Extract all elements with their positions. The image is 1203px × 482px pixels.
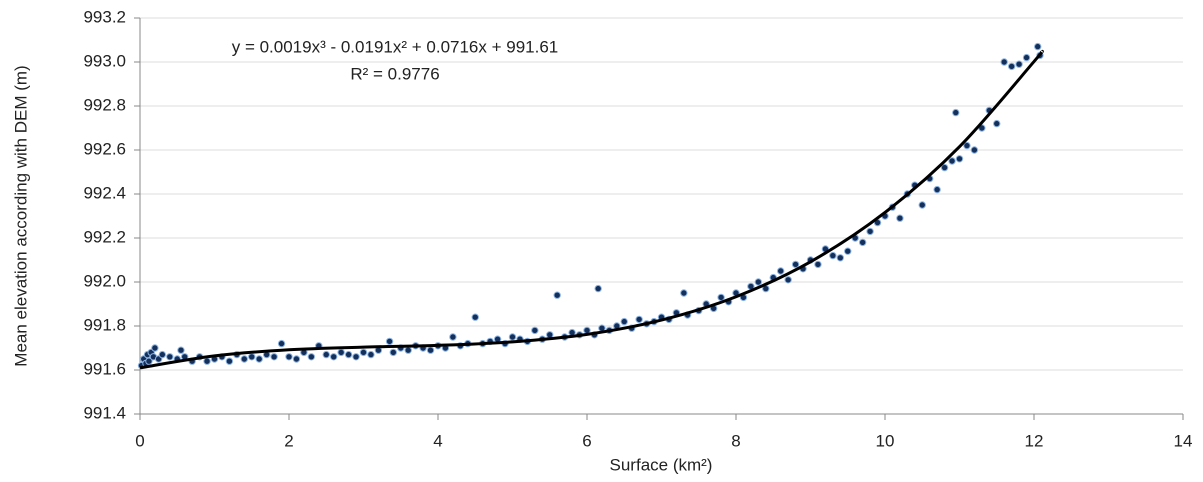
point	[754, 278, 763, 286]
point	[829, 251, 837, 260]
point	[426, 346, 435, 354]
point	[948, 157, 956, 165]
point	[203, 357, 211, 365]
point	[970, 146, 979, 154]
point	[1022, 53, 1031, 62]
x-tick-label: 6	[582, 431, 591, 450]
point	[844, 247, 852, 255]
y-axis-label: Mean elevation according with DEM (m)	[11, 65, 30, 366]
trendline	[139, 49, 1044, 370]
point	[449, 333, 457, 341]
point	[404, 346, 412, 354]
point	[292, 355, 301, 363]
point	[784, 276, 792, 284]
point	[955, 155, 964, 163]
point	[717, 293, 725, 302]
x-tick-label: 14	[1174, 431, 1193, 450]
x-tick-label: 0	[135, 431, 144, 450]
r-squared: R² = 0.9776	[350, 64, 439, 83]
point	[777, 267, 785, 275]
point	[158, 350, 167, 359]
point	[277, 339, 286, 348]
point	[940, 163, 949, 172]
point	[993, 119, 1001, 128]
point	[225, 357, 234, 365]
point	[791, 260, 800, 269]
x-tick-label: 12	[1025, 431, 1044, 450]
point	[145, 357, 153, 365]
point	[307, 353, 316, 361]
point	[285, 353, 293, 361]
x-tick-label: 2	[284, 431, 293, 450]
point	[166, 353, 174, 361]
x-axis-label: Surface (km²)	[610, 455, 713, 474]
point	[1015, 60, 1023, 68]
point	[836, 254, 844, 262]
point	[352, 353, 360, 361]
point	[963, 141, 971, 150]
y-tick-label: 992.0	[83, 271, 126, 290]
y-tick-label: 992.8	[83, 95, 126, 114]
point	[858, 238, 867, 247]
point	[952, 108, 960, 117]
point	[896, 214, 904, 222]
x-tick-label: 4	[433, 431, 442, 450]
point	[531, 326, 539, 335]
point	[918, 201, 926, 209]
point	[344, 350, 353, 359]
point	[866, 227, 874, 236]
y-tick-label: 991.4	[83, 403, 126, 422]
y-tick-label: 993.0	[83, 51, 126, 70]
y-tick-label: 991.8	[83, 315, 126, 334]
x-tick-label: 8	[731, 431, 740, 450]
point	[270, 353, 278, 361]
y-tick-label: 992.2	[83, 227, 126, 246]
point	[337, 348, 345, 357]
point	[240, 355, 249, 363]
point	[367, 350, 375, 359]
point	[933, 185, 941, 194]
point	[814, 260, 822, 269]
equation: y = 0.0019x³ - 0.0191x² + 0.0716x + 991.…	[232, 37, 559, 56]
point	[330, 353, 338, 361]
y-tick-label: 991.6	[83, 359, 126, 378]
point	[151, 344, 159, 352]
point	[635, 315, 643, 324]
point	[389, 348, 397, 357]
y-tick-label: 992.6	[83, 139, 126, 158]
y-tick-label: 992.4	[83, 183, 126, 202]
point	[620, 317, 628, 326]
point	[680, 289, 688, 297]
point	[508, 333, 517, 341]
point	[385, 337, 394, 346]
point	[322, 350, 330, 359]
y-tick-label: 993.2	[83, 7, 126, 26]
point	[255, 355, 263, 363]
point	[359, 348, 368, 357]
point	[1007, 62, 1016, 71]
point	[553, 291, 561, 299]
point	[177, 346, 185, 354]
x-tick-label: 10	[876, 431, 895, 450]
point	[1034, 42, 1042, 51]
point	[248, 353, 256, 361]
point	[1000, 58, 1008, 66]
point	[594, 284, 602, 293]
point	[471, 313, 479, 321]
